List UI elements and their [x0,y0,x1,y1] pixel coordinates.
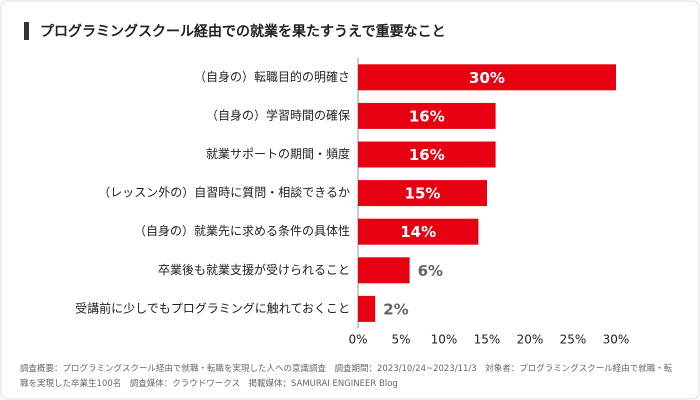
bar [358,102,496,129]
chart-title: プログラミングスクール経由での就業を果たすうえで重要なこと [40,23,446,40]
x-tick-label: 0% [348,333,367,347]
y-tick-label: 卒業後も就業支援が受けられること [158,262,350,277]
value-label: 14% [400,223,436,241]
y-tick-label: （自身の）学習時間の確保 [206,107,350,122]
x-tick-label: 15% [474,333,501,347]
x-tick-label: 5% [391,333,410,347]
bar [358,295,376,322]
bar [358,141,496,168]
x-tick-label: 20% [517,333,544,347]
y-tick-label: （自身の）就業先に求める条件の具体性 [134,223,350,238]
x-tick-label: 30% [603,333,630,347]
y-tick-label: 受講前に少しでもプログラミングに触れておくこと [75,300,350,315]
title-marker [24,22,29,40]
y-tick-label: （レッスン外の）自習時に質問・相談できるか [98,185,350,200]
x-tick-label: 25% [560,333,587,347]
value-label: 16% [409,107,445,125]
value-label: 2% [383,300,408,318]
y-tick-label: （自身の）転職目的の明確さ [194,69,350,84]
value-label: 30% [469,69,505,87]
bar [358,218,479,245]
value-label: 15% [405,185,441,203]
bar [358,257,410,284]
footnote: 調査概要：プログラミングスクール経由で就職・転職を実現した人への意識調査 調査期… [20,364,673,389]
value-label: 6% [418,262,443,280]
value-label: 16% [409,146,445,164]
y-tick-label: 就業サポートの期間・頻度 [206,146,350,161]
bar [358,180,487,207]
x-tick-label: 10% [431,333,458,347]
bar [358,64,616,91]
